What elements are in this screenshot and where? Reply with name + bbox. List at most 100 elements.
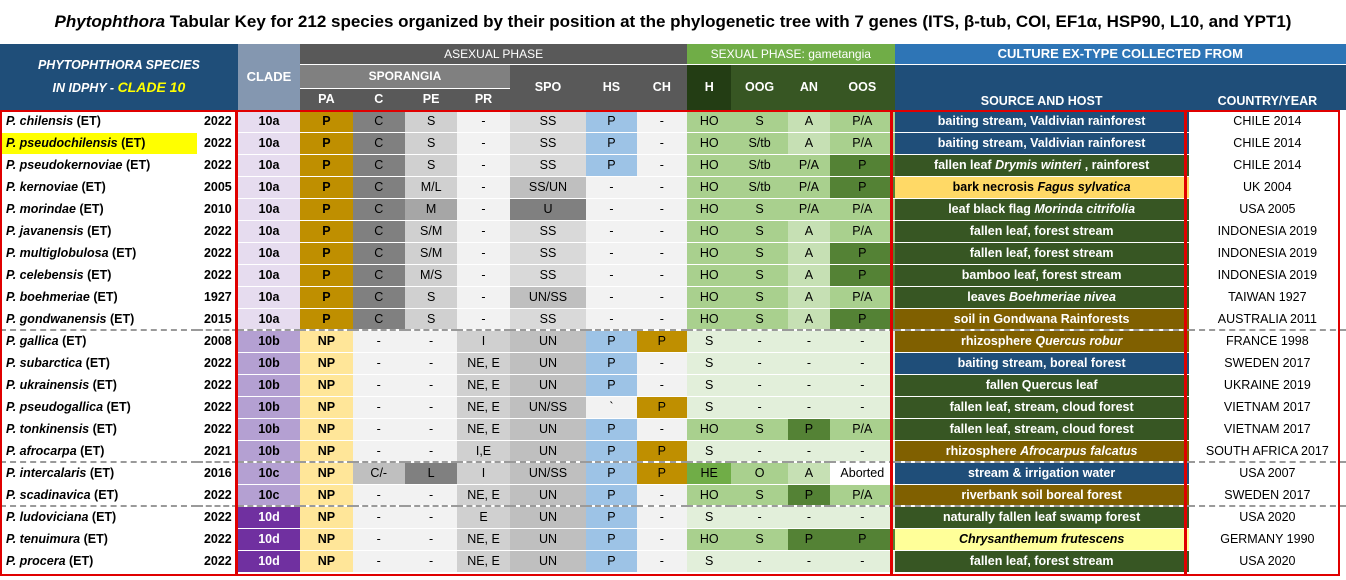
h-cell: HE: [687, 461, 732, 485]
oos-cell: Aborted: [830, 461, 895, 485]
spo-cell: UN/SS: [509, 461, 587, 485]
country-year-cell: INDONESIA 2019: [1188, 220, 1346, 243]
hs-cell: -: [586, 264, 637, 287]
h-cell: HO: [687, 528, 732, 551]
host-species-name: Chrysanthemum frutescens: [958, 532, 1125, 546]
country-year-cell: VIETNAM 2017: [1188, 396, 1346, 419]
year-cell: 2010: [197, 198, 238, 221]
oog-cell: -: [731, 352, 788, 375]
spo-cell: UN: [509, 329, 587, 353]
pr-cell: I,E: [457, 440, 510, 463]
table-title: Phytophthora Tabular Key for 212 species…: [54, 12, 1292, 31]
oos-cell: P/A: [830, 220, 895, 243]
h-cell: HO: [687, 308, 732, 331]
oos-cell: P: [830, 176, 895, 199]
oog-cell: S: [731, 308, 788, 331]
species-name: P. gallica (ET): [0, 329, 198, 353]
country-year-cell: SWEDEN 2017: [1188, 484, 1346, 507]
spo-cell: UN/SS: [509, 396, 587, 419]
ex-type-marker: (ET): [89, 378, 117, 392]
pa-cell: P: [300, 242, 353, 265]
oos-cell: P/A: [830, 286, 895, 309]
host-species-name: Quercus robur: [1035, 334, 1123, 349]
hs-cell: P: [586, 352, 637, 375]
hs-cell: -: [586, 308, 637, 331]
pa-cell: NP: [300, 461, 353, 485]
pe-cell: M/L: [404, 176, 458, 199]
source-header: SOURCE AND HOST: [894, 64, 1189, 111]
year-cell: 2022: [197, 220, 238, 243]
ex-type-marker: (ET): [106, 311, 135, 326]
species-name: P. javanensis (ET): [0, 220, 198, 243]
ch-cell: -: [636, 484, 688, 507]
pe-cell: -: [404, 484, 458, 507]
source-host-cell: baiting stream, Valdivian rainforest: [894, 132, 1189, 155]
c-cell: -: [352, 505, 405, 529]
table-row: P. multiglobulosa (ET) 2022 10a P C S/M - SS - - H…: [0, 242, 1346, 265]
c-cell: -: [352, 550, 405, 573]
pe-cell: -: [404, 396, 458, 419]
source-text: fallen leaf, stream, cloud forest: [949, 422, 1134, 436]
ex-type-marker: (ET): [73, 114, 101, 128]
table-row: P. kernoviae (ET) 2005 10a P C M/L - SS/UN - - HO S…: [0, 176, 1346, 199]
c-cell: -: [352, 440, 405, 463]
an-cell: P: [787, 528, 831, 551]
table-row: P. gallica (ET) 2008 10b NP - - I UN P P S - - - rhizo…: [0, 329, 1346, 353]
clade-cell: 10a: [237, 264, 301, 287]
spo-cell: SS/UN: [509, 176, 587, 199]
c-cell: -: [352, 329, 405, 353]
source-host-cell: baiting stream, Valdivian rainforest: [894, 110, 1189, 133]
clade-cell: 10a: [237, 242, 301, 265]
source-text: fallen leaf, stream, cloud forest: [949, 400, 1134, 414]
table-row: P. pseudogallica (ET) 2022 10b NP - - NE, E UN/…: [0, 396, 1346, 419]
oog-cell: -: [731, 550, 788, 573]
pr-cell: I: [457, 329, 510, 353]
an-cell: -: [787, 550, 831, 573]
species-name: P. afrocarpa (ET): [0, 440, 198, 463]
host-species-name: Boehmeriae nivea: [1008, 290, 1116, 304]
clade-cell: 10c: [237, 484, 301, 507]
pa-cell: NP: [300, 550, 353, 573]
ch-cell: P: [636, 440, 688, 463]
spo-cell: SS: [509, 308, 587, 331]
table-row: P. ludoviciana (ET) 2022 10d NP - - E UN P - S - - - n…: [0, 505, 1346, 529]
species-name: P. chilensis (ET): [0, 110, 198, 133]
table-row: P. gondwanensis (ET) 2015 10a P C S - SS - - HO S A P…: [0, 308, 1346, 331]
hs-header: HS: [586, 64, 637, 111]
year-cell: 2022: [197, 396, 238, 419]
species-name: P. morindae (ET): [0, 198, 198, 221]
an-cell: -: [787, 440, 831, 463]
oog-cell: S: [731, 110, 788, 133]
species-name: P. multiglobulosa (ET): [0, 242, 198, 265]
host-species-name: Afrocarpus falcatus: [1020, 443, 1138, 458]
clade-cell: 10b: [237, 374, 301, 397]
pe-cell: -: [404, 505, 458, 529]
pr-cell: -: [457, 264, 510, 287]
pr-cell: -: [457, 308, 510, 331]
year-cell: 2022: [197, 242, 238, 265]
oog-cell: S/tb: [731, 154, 788, 177]
year-cell: 1927: [197, 286, 238, 309]
species-italic-name: P. gallica: [6, 334, 59, 349]
source-host-cell: riverbank soil boreal forest: [894, 484, 1189, 507]
hs-cell: P: [586, 374, 637, 397]
species-italic-name: P. tenuimura: [6, 532, 81, 546]
source-text: naturally fallen leaf swamp forest: [942, 510, 1141, 525]
species-italic-name: P. gondwanensis: [6, 311, 107, 326]
clade-cell: 10d: [237, 528, 301, 551]
country-year-cell: CHILE 2014: [1188, 154, 1346, 177]
pr-cell: -: [457, 220, 510, 243]
pe-cell: S/M: [404, 242, 458, 265]
pa-cell: P: [300, 264, 353, 287]
an-cell: P: [787, 484, 831, 507]
h-cell: HO: [687, 484, 732, 507]
spo-cell: UN/SS: [509, 286, 587, 309]
oos-cell: P: [830, 154, 895, 177]
source-text: fallen leaf, forest stream: [969, 246, 1114, 260]
clade-cell: 10b: [237, 352, 301, 375]
h-cell: HO: [687, 198, 732, 221]
ex-type-marker: (ET): [122, 158, 151, 172]
oos-cell: -: [830, 352, 895, 375]
source-host-cell: fallen Quercus leaf: [894, 374, 1189, 397]
c-cell: -: [352, 396, 405, 419]
